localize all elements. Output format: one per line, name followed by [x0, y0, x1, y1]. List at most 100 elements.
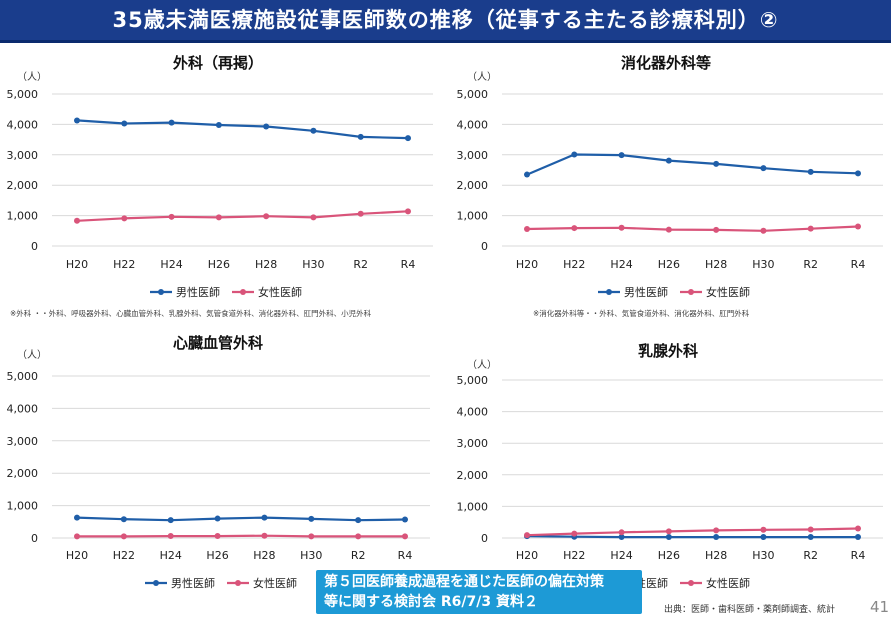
data-point-male: [405, 135, 411, 142]
legend-label-female: 女性医師: [258, 285, 302, 299]
data-point-male: [807, 168, 814, 175]
series-line-female: [77, 534, 405, 538]
y-tick-label: 5,000: [7, 370, 39, 383]
data-point-female: [571, 530, 578, 537]
data-point-male: [168, 119, 175, 126]
y-unit-label: （人）: [17, 71, 47, 83]
legend-marker-female: [688, 289, 694, 295]
x-tick-label: H22: [113, 258, 135, 271]
y-tick-label: 0: [481, 240, 488, 253]
x-tick-label: H30: [300, 549, 322, 562]
chart-1: 外科（再掲） （人） 0 1,000 2,000 3,000 4,000 5,000 H20 H2…: [7, 54, 433, 318]
header-accent-line: [0, 40, 891, 43]
y-tick-label: 4,000: [7, 402, 39, 415]
data-point-male: [855, 534, 861, 541]
data-point-female: [310, 214, 317, 221]
chart-2: 消化器外科等 （人） 0 1,000 2,000 3,000 4,000 5,000 H20 H2…: [457, 54, 883, 318]
legend-label-male: 男性医師: [624, 285, 668, 299]
data-point-female: [807, 526, 814, 533]
data-point-male: [355, 517, 362, 524]
data-point-female: [807, 225, 814, 232]
legend-marker-male: [158, 289, 164, 295]
y-tick-label: 2,000: [457, 469, 489, 482]
y-tick-label: 3,000: [457, 437, 489, 450]
x-tick-label: H30: [302, 258, 324, 271]
page-title: 35歳未満医療施設従事医師数の推移（従事する主たる診療科別）②: [112, 8, 779, 32]
y-tick-label: 2,000: [7, 179, 39, 192]
x-tick-label: R2: [353, 258, 368, 271]
data-point-female: [713, 527, 720, 534]
data-point-male: [357, 133, 364, 140]
legend-label-male: 男性医師: [176, 285, 220, 299]
y-tick-label: 1,000: [7, 210, 39, 223]
badge-line-1: 第５回医師養成過程を通じた医師の偏在対策: [324, 574, 604, 590]
x-tick-label: R4: [398, 549, 413, 562]
x-tick-label: H26: [658, 549, 680, 562]
x-tick-label: H26: [658, 258, 680, 271]
data-point-male: [760, 165, 767, 172]
x-tick-label: H26: [208, 258, 230, 271]
data-point-male: [261, 514, 268, 521]
x-tick-label: H20: [66, 549, 88, 562]
x-tick-label: H26: [206, 549, 228, 562]
y-tick-label: 4,000: [457, 118, 489, 131]
data-point-male: [310, 127, 317, 134]
data-point-female: [524, 532, 530, 539]
y-tick-label: 2,000: [7, 467, 39, 480]
y-tick-label: 3,000: [7, 435, 39, 448]
x-tick-label: R4: [851, 549, 866, 562]
data-point-male: [571, 151, 578, 158]
x-tick-label: R4: [401, 258, 416, 271]
legend-label-female: 女性医師: [253, 576, 297, 590]
x-tick-label: H22: [563, 258, 585, 271]
data-point-male: [215, 122, 222, 129]
x-tick-label: H24: [160, 258, 182, 271]
data-point-male: [74, 514, 80, 521]
x-tick-label: R2: [351, 549, 366, 562]
x-tick-label: H24: [160, 549, 182, 562]
chart-title: 消化器外科等: [621, 54, 711, 72]
data-point-female: [215, 214, 222, 221]
legend-label-female: 女性医師: [706, 285, 750, 299]
chart-title: 外科（再掲）: [172, 54, 263, 72]
y-tick-label: 1,000: [7, 500, 39, 513]
data-point-male: [524, 171, 530, 178]
chart-4: 乳腺外科 （人） 0 1,000 2,000 3,000 4,000 5,000 H20 H22 H…: [457, 342, 883, 590]
data-point-female: [261, 532, 268, 539]
data-point-female: [168, 213, 175, 220]
data-point-male: [760, 534, 767, 541]
legend: 男性医師 女性医師: [150, 285, 302, 299]
data-point-female: [524, 225, 530, 232]
data-point-female: [571, 225, 578, 232]
legend-label-female: 女性医師: [706, 576, 750, 590]
data-point-male: [214, 515, 221, 522]
y-tick-label: 3,000: [457, 149, 489, 162]
data-point-female: [355, 533, 362, 540]
legend-marker-female: [688, 580, 694, 586]
legend-marker-male: [606, 289, 612, 295]
data-point-female: [713, 226, 720, 233]
chart-footnote: ※外科 ・・外科、呼吸器外科、心臓血管外科、乳腺外科、気管食道外科、消化器外科、…: [10, 308, 372, 318]
data-point-female: [760, 526, 767, 533]
data-point-female: [214, 533, 221, 540]
series-line-male: [76, 119, 409, 140]
data-point-female: [665, 226, 672, 233]
x-tick-label: H22: [563, 549, 585, 562]
y-tick-label: 1,000: [457, 500, 489, 513]
x-tick-label: H30: [752, 258, 774, 271]
y-tick-label: 2,000: [457, 179, 489, 192]
data-point-female: [121, 215, 128, 222]
y-tick-label: 4,000: [7, 118, 39, 131]
x-tick-label: H24: [610, 549, 632, 562]
data-point-female: [618, 224, 625, 231]
data-point-male: [74, 117, 80, 124]
x-tick-label: R2: [803, 258, 818, 271]
y-tick-label: 5,000: [457, 374, 489, 387]
legend-marker-female: [235, 580, 241, 586]
chart-footnote: ※消化器外科等・・外科、気管食道外科、消化器外科、肛門外科: [533, 308, 750, 318]
x-tick-label: H20: [516, 258, 538, 271]
y-tick-label: 4,000: [457, 406, 489, 419]
y-tick-label: 5,000: [7, 88, 39, 101]
x-tick-label: R4: [851, 258, 866, 271]
series-line-male: [526, 153, 859, 176]
